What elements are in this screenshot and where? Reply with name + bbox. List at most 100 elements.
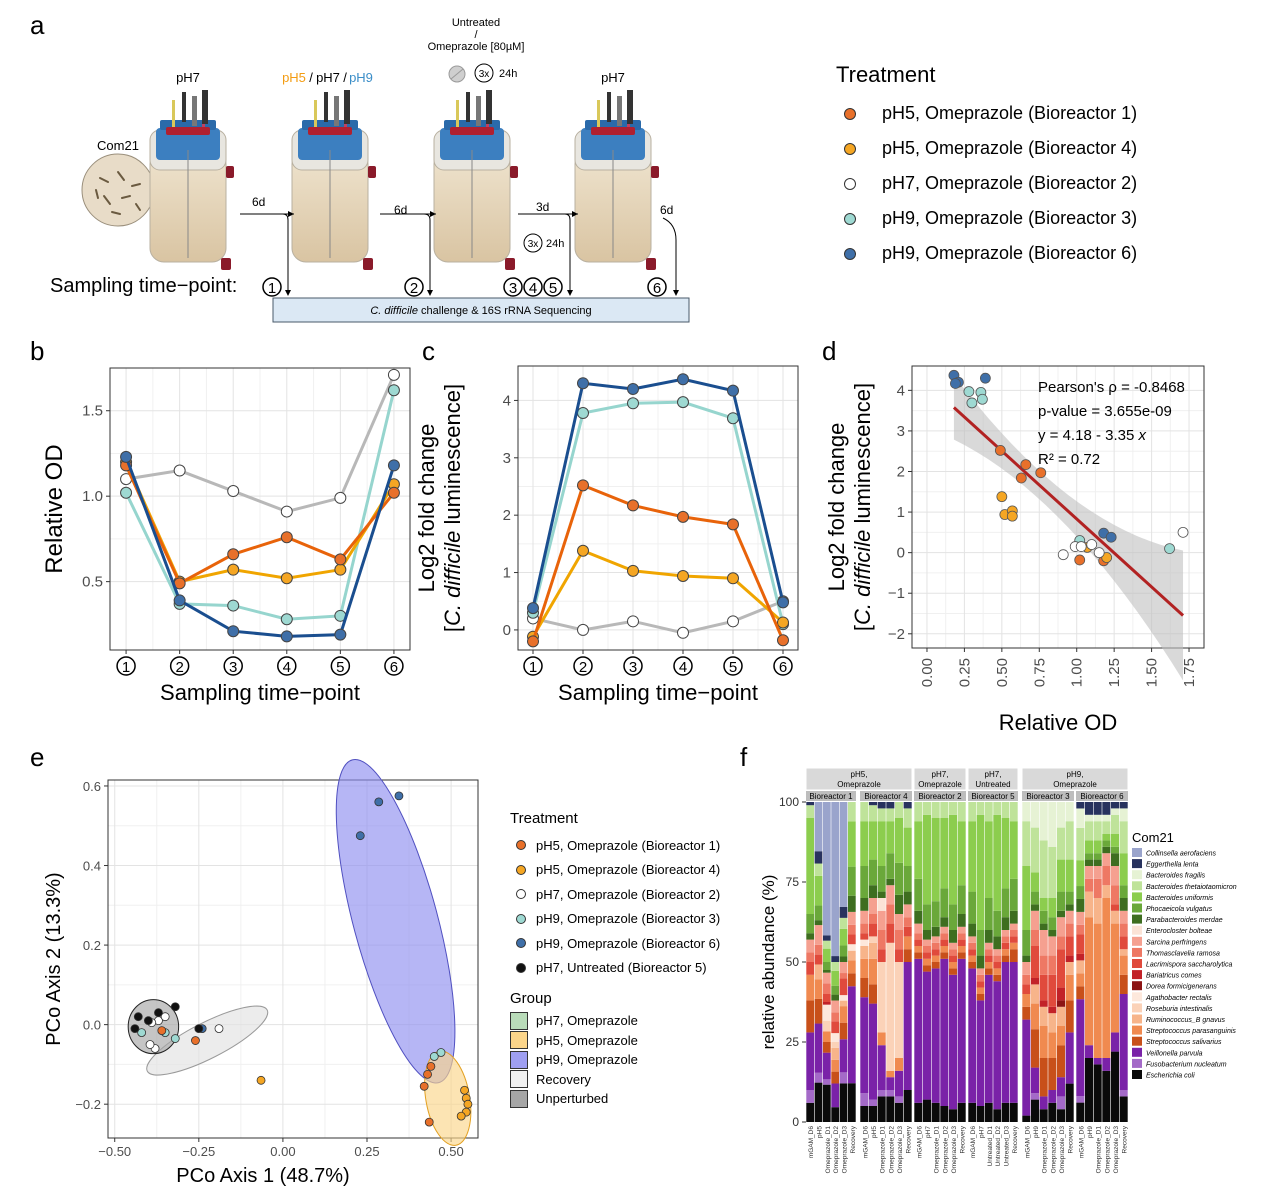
- bar-segment: [1048, 1058, 1057, 1090]
- bar-segment: [968, 821, 977, 892]
- bar-segment: [1102, 1070, 1111, 1122]
- x-tick-circle: [116, 656, 136, 676]
- bar-segment: [1110, 853, 1120, 866]
- bar-segment: [948, 930, 958, 943]
- bar-segment: [1056, 949, 1066, 988]
- bar-segment: [1102, 885, 1111, 898]
- bar-segment: [1022, 984, 1031, 994]
- bar-segment: [914, 802, 923, 822]
- data-point-br6: [527, 602, 539, 615]
- bar-segment: [922, 971, 932, 1100]
- chart-e-pcoa: −0.2 0.0 0.2 0.4 0.6 −0.50 −0.25 0.00 0.25 0.50 PC…: [43, 758, 479, 1187]
- bar-segment: [1001, 818, 1010, 889]
- legend-label: pH5, Omeprazole: [536, 1032, 638, 1048]
- legend-label: pH7, Omeprazole: [536, 1013, 638, 1029]
- x-tick-circle: [673, 656, 693, 676]
- bar-segment: [814, 954, 823, 965]
- bar-segment: [1093, 878, 1102, 898]
- bar-segment: [940, 888, 949, 918]
- bar-segment: [822, 994, 831, 1002]
- bar-segment: [993, 962, 1002, 969]
- bar-segment: [868, 885, 878, 898]
- bar-segment: [922, 904, 932, 930]
- bar-segment: [948, 968, 958, 975]
- series-line-br1: [531, 483, 785, 642]
- x-tick-label: Omeprazole_D1: [1096, 1126, 1103, 1174]
- challenge-box: [272, 297, 690, 323]
- bar-segment: [903, 949, 912, 962]
- data-point: [966, 397, 978, 409]
- bar-segment: [1110, 923, 1120, 1033]
- x-tick-label: Omeprazole_D3: [1113, 1126, 1120, 1174]
- legend-label: Sarcina perfringens: [1146, 939, 1207, 946]
- bar-segment: [1009, 802, 1018, 822]
- bar-segment: [1030, 978, 1040, 985]
- x-tick-label: mGAM_D6: [1024, 1126, 1031, 1159]
- bar-segment: [957, 802, 966, 822]
- bar-segment: [1065, 923, 1074, 937]
- bar-segment: [1056, 859, 1066, 892]
- bar-segment: [847, 924, 856, 935]
- bar-segment: [822, 1084, 831, 1122]
- bar-segment: [877, 910, 886, 930]
- data-point-br6: [387, 459, 400, 472]
- y-tick-label: 1: [503, 565, 511, 582]
- bar-segment: [1009, 1102, 1018, 1122]
- bar-segment: [1048, 917, 1057, 930]
- bioreactor-icon-1: [149, 90, 234, 270]
- bar-segment: [806, 952, 815, 962]
- legend-swatch: [1132, 936, 1142, 946]
- bar-segment: [814, 944, 823, 955]
- x-tick-label: Recovery: [960, 1125, 967, 1153]
- bar-segment: [839, 1006, 848, 1023]
- bar-segment: [1030, 1003, 1040, 1030]
- bar-segment: [993, 936, 1002, 950]
- bar-segment: [931, 901, 940, 927]
- bar-segment: [948, 955, 958, 962]
- bar-segment: [806, 962, 815, 975]
- bar-segment: [1009, 942, 1018, 950]
- bar-segment: [1119, 936, 1128, 950]
- bar-segment: [1084, 917, 1094, 1046]
- bar-segment: [860, 978, 869, 998]
- legend-e-item-3: pH7, Omeprazole (Bioreactor 2): [510, 882, 750, 907]
- data-point: [191, 1036, 200, 1045]
- data-point-br2: [627, 615, 639, 628]
- timepoint-label-4: 4: [529, 280, 537, 297]
- bar-segment: [839, 1022, 848, 1040]
- plot-border: [517, 365, 799, 651]
- legend-label: Thomasclavelia ramosa: [1146, 950, 1220, 957]
- bar-segment: [1039, 974, 1048, 1001]
- bar-segment: [877, 866, 886, 892]
- data-point-br1: [777, 634, 789, 647]
- bar-segment: [1022, 866, 1031, 930]
- sampling-label: Sampling time−point:: [50, 275, 237, 297]
- bar-segment: [1048, 1013, 1057, 1033]
- data-point-br2: [334, 491, 347, 504]
- bar-segment: [894, 818, 904, 863]
- bar-segment: [1076, 986, 1085, 1000]
- data-point-br1: [627, 499, 639, 512]
- bar-segment: [1065, 962, 1074, 975]
- bar-segment: [1110, 1051, 1120, 1122]
- data-point: [143, 1016, 153, 1026]
- bar-segment: [1093, 840, 1102, 854]
- bar-segment: [984, 898, 993, 930]
- bar-segment: [922, 1099, 932, 1122]
- bar-segment: [1110, 910, 1120, 924]
- bar-segment: [831, 1033, 840, 1042]
- bar-segment: [1110, 1032, 1120, 1052]
- legend-label: pH5, Omeprazole (Bioreactor 1): [536, 837, 721, 853]
- legend-e-treatment-title: Treatment: [510, 810, 578, 827]
- bar-segment: [831, 1000, 840, 1013]
- bar-segment: [1093, 866, 1102, 879]
- bar-segment: [1076, 886, 1085, 899]
- x-tick-label: 0.50: [438, 1144, 463, 1159]
- y-axis-title: PCo Axis 2 (13.3%): [43, 872, 65, 1045]
- bar-segment: [957, 914, 966, 927]
- y-tick-label: 0.2: [83, 938, 101, 953]
- legend-swatch: [516, 864, 526, 875]
- treatment-omeprazole: Omeprazole [80µM]: [428, 41, 525, 53]
- bar-segment: [1048, 1006, 1057, 1014]
- legend-label: Eggerthella lenta: [1146, 862, 1199, 869]
